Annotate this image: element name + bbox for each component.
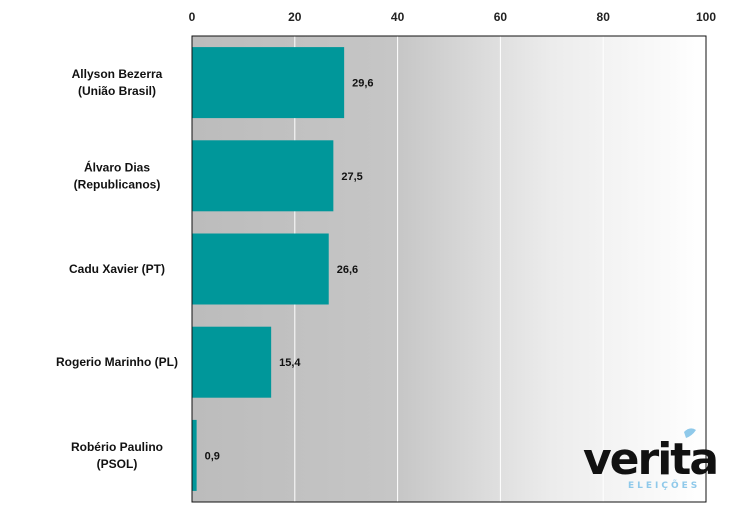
logo-subtitle: ELEIÇÕES — [628, 479, 700, 491]
category-label: (Republicanos) — [74, 177, 161, 191]
plot-frame — [191, 35, 707, 503]
logo-accent-icon — [684, 428, 696, 438]
data-labels: 29,6 27,5 26,6 15,4 0,9 — [205, 78, 374, 463]
x-tick-label: 80 — [597, 10, 611, 24]
category-label: (União Brasil) — [78, 84, 156, 98]
x-axis-ticks: 0 20 40 60 80 100 — [189, 10, 717, 24]
data-label: 0,9 — [205, 450, 220, 462]
bar — [192, 326, 272, 398]
category-label: Álvaro Dias — [84, 159, 150, 174]
data-label: 27,5 — [341, 171, 362, 183]
x-tick-label: 40 — [391, 10, 405, 24]
data-label: 26,6 — [337, 264, 358, 276]
x-tick-label: 0 — [189, 10, 196, 24]
data-label: 15,4 — [279, 357, 301, 369]
bar — [192, 140, 334, 212]
category-label: Rogerio Marinho (PL) — [56, 355, 178, 369]
category-label: Allyson Bezerra — [72, 67, 163, 81]
category-label: Cadu Xavier (PT) — [69, 262, 165, 276]
category-label: Robério Paulino — [71, 440, 163, 454]
logo-wordmark: verita — [583, 434, 717, 485]
x-tick-label: 60 — [494, 10, 508, 24]
data-label: 29,6 — [352, 78, 373, 90]
x-tick-label: 100 — [696, 10, 716, 24]
bar — [192, 419, 197, 491]
category-labels: Allyson Bezerra (União Brasil) Álvaro Dias… — [56, 67, 178, 471]
category-label: (PSOL) — [97, 457, 138, 471]
x-tick-label: 20 — [288, 10, 302, 24]
logo: verita ELEIÇÕES — [583, 428, 719, 491]
bar — [192, 47, 345, 119]
bars — [192, 47, 345, 491]
bar — [192, 233, 329, 305]
